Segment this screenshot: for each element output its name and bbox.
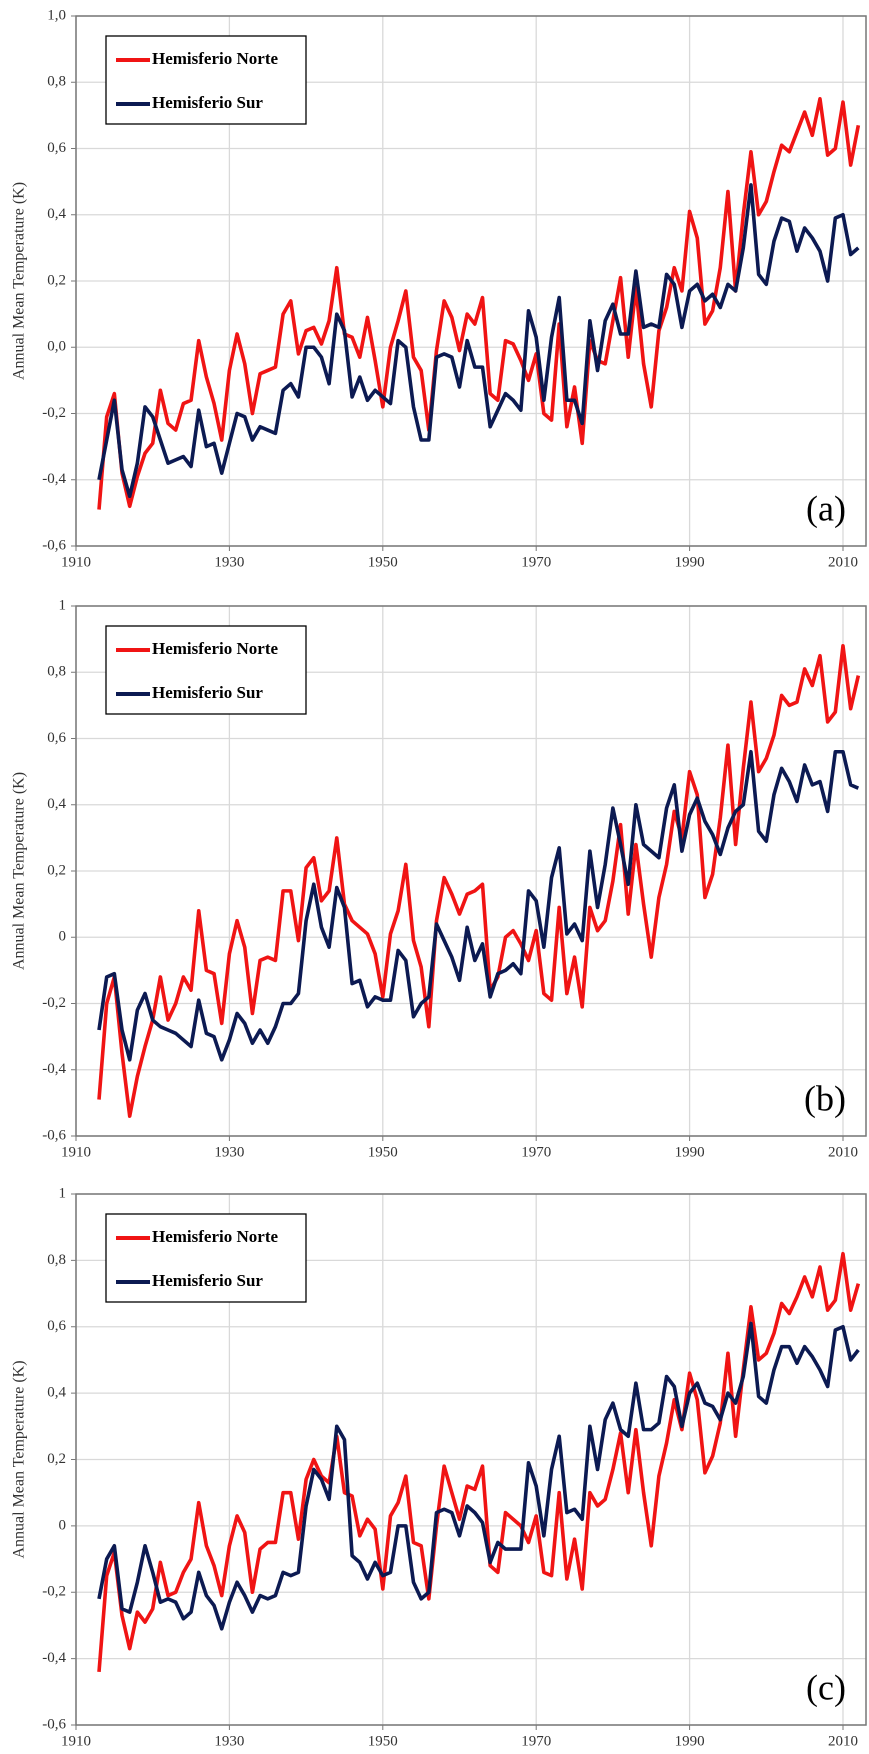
y-axis-label: Annual Mean Temperature (K) [11, 772, 28, 970]
legend-label: Hemisferio Norte [152, 1227, 278, 1246]
x-tick-label: 1910 [61, 1733, 91, 1749]
x-tick-label: 1970 [521, 554, 551, 570]
y-tick-label: 0,6 [47, 730, 66, 746]
x-tick-label: 1950 [368, 554, 398, 570]
series-line [97, 183, 860, 499]
series-line [97, 1251, 861, 1673]
legend: Hemisferio Norte Hemisferio Sur [105, 625, 307, 715]
panel-label: (c) [806, 1667, 846, 1707]
y-tick-label: 0,4 [47, 1385, 66, 1401]
x-tick-label: 1990 [675, 554, 705, 570]
y-axis-label: Annual Mean Temperature (K) [11, 1360, 28, 1558]
panel-label: (a) [806, 488, 846, 528]
y-tick-label: 0,4 [47, 796, 66, 812]
y-tick-label: 0,6 [47, 1318, 66, 1334]
y-tick-label: 0,4 [47, 206, 66, 222]
series-line [97, 97, 861, 510]
x-tick-label: 1930 [214, 554, 244, 570]
x-tick-label: 1910 [61, 1144, 91, 1160]
y-tick-label: -0,6 [42, 1716, 66, 1732]
y-tick-label: 0,6 [47, 140, 66, 156]
x-tick-label: 1970 [521, 1144, 551, 1160]
legend-box [105, 35, 307, 125]
x-tick-label: 2010 [828, 554, 858, 570]
y-tick-label: 0 [59, 929, 67, 945]
y-tick-label: 0,8 [47, 1252, 66, 1268]
y-tick-label: 0,2 [47, 862, 66, 878]
y-axis-label: Annual Mean Temperature (K) [11, 182, 28, 380]
x-tick-label: 1990 [675, 1144, 705, 1160]
legend: Hemisferio Norte Hemisferio Sur [105, 1213, 307, 1303]
x-tick-label: 1930 [214, 1144, 244, 1160]
legend-label: Hemisferio Sur [152, 1271, 263, 1290]
y-tick-label: 1 [59, 1185, 67, 1201]
y-tick-label: 0,2 [47, 1451, 66, 1467]
y-tick-label: 0 [59, 1517, 67, 1533]
y-tick-label: -0,2 [42, 405, 66, 421]
y-tick-label: -0,4 [42, 1650, 66, 1666]
legend-label: Hemisferio Sur [152, 683, 263, 702]
legend-box [105, 625, 307, 715]
x-tick-label: 1950 [368, 1144, 398, 1160]
x-tick-label: 1990 [675, 1733, 705, 1749]
y-tick-label: 1,0 [47, 7, 66, 23]
y-tick-label: -0,6 [42, 1127, 66, 1143]
legend-label: Hemisferio Sur [152, 93, 263, 112]
plot-frame [75, 1193, 867, 1726]
y-tick-label: 0,8 [47, 664, 66, 680]
y-tick-label: -0,4 [42, 1061, 66, 1077]
y-tick-label: 0,0 [47, 339, 66, 355]
series-line [97, 749, 860, 1062]
y-tick-label: -0,4 [42, 471, 66, 487]
plot-frame [75, 605, 867, 1137]
legend-label: Hemisferio Norte [152, 49, 278, 68]
legend-box [105, 1213, 307, 1303]
y-tick-label: 1 [59, 597, 67, 613]
plot-frame [75, 15, 867, 547]
legend: Hemisferio Norte Hemisferio Sur [105, 35, 307, 125]
x-tick-label: 1910 [61, 554, 91, 570]
panel-label: (b) [804, 1078, 846, 1118]
y-tick-label: -0,2 [42, 1584, 66, 1600]
legend-label: Hemisferio Norte [152, 639, 278, 658]
x-tick-label: 2010 [828, 1144, 858, 1160]
y-tick-label: -0,6 [42, 537, 66, 553]
x-tick-label: 1950 [368, 1733, 398, 1749]
x-tick-label: 2010 [828, 1733, 858, 1749]
x-tick-label: 1930 [214, 1733, 244, 1749]
y-tick-label: 0,2 [47, 272, 66, 288]
series-line [97, 643, 861, 1118]
y-tick-label: -0,2 [42, 995, 66, 1011]
y-tick-label: 0,8 [47, 74, 66, 90]
x-tick-label: 1970 [521, 1733, 551, 1749]
series-line [97, 1321, 860, 1631]
